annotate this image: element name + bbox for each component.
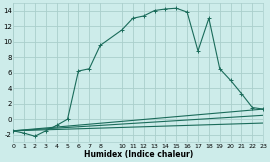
X-axis label: Humidex (Indice chaleur): Humidex (Indice chaleur): [84, 150, 193, 159]
